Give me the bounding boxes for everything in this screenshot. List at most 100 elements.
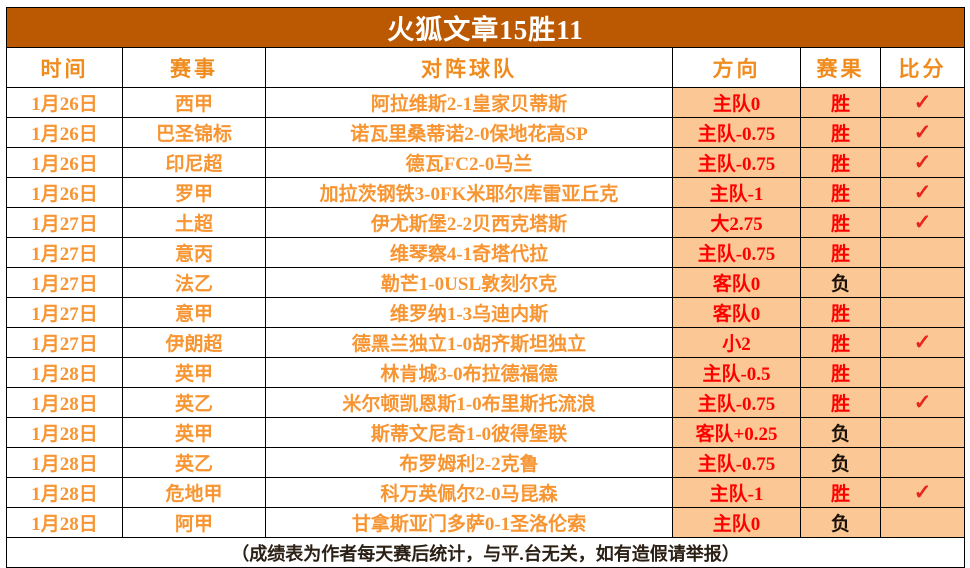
- cell-result: 胜: [800, 207, 881, 238]
- cell-direction: 主队-1: [672, 177, 801, 208]
- cell-match: 布罗姆利2-2克鲁: [265, 447, 673, 478]
- cell-time: 1月28日: [6, 357, 123, 388]
- cell-time: 1月28日: [6, 417, 123, 448]
- cell-match: 斯蒂文尼奇1-0彼得堡联: [265, 417, 673, 448]
- results-table: 火狐文章15胜11 时间 赛事 对阵球队 方向 赛果 比分 1月26日 西甲 阿拉维…: [5, 7, 966, 568]
- column-header-result: 赛果: [800, 47, 881, 88]
- cell-league: 印尼超: [122, 147, 266, 178]
- check-icon: ✓: [879, 147, 966, 178]
- cell-score: [879, 357, 966, 388]
- cell-result: 胜: [800, 357, 881, 388]
- cell-league: 巴圣锦标: [122, 117, 266, 148]
- cell-direction: 主队-0.5: [672, 357, 801, 388]
- cell-direction: 主队0: [672, 507, 801, 538]
- table-body: 火狐文章15胜11 时间 赛事 对阵球队 方向 赛果 比分 1月26日 西甲 阿拉维…: [5, 7, 966, 568]
- cell-time: 1月26日: [6, 117, 123, 148]
- title-row: 火狐文章15胜11: [5, 7, 966, 48]
- cell-match: 勒芒1-0USL敦刻尔克: [265, 267, 673, 298]
- check-icon: ✓: [879, 207, 966, 238]
- cell-direction: 主队-0.75: [672, 387, 801, 418]
- cell-match: 伊尤斯堡2-2贝西克塔斯: [265, 207, 673, 238]
- table-row: 1月28日 英甲 林肯城3-0布拉德福德 主队-0.5 胜: [6, 357, 966, 388]
- cell-result: 胜: [800, 477, 881, 508]
- table-row: 1月27日 土超 伊尤斯堡2-2贝西克塔斯 大2.75 胜 ✓: [6, 207, 966, 238]
- spreadsheet-canvas: 火狐文章15胜11 时间 赛事 对阵球队 方向 赛果 比分 1月26日 西甲 阿拉维…: [0, 7, 970, 568]
- cell-time: 1月26日: [6, 87, 123, 118]
- cell-league: 英乙: [122, 447, 266, 478]
- cell-time: 1月27日: [6, 237, 123, 268]
- cell-direction: 客队+0.25: [672, 417, 801, 448]
- cell-result: 胜: [800, 297, 881, 328]
- cell-league: 英甲: [122, 357, 266, 388]
- table-row: 1月28日 阿甲 甘拿斯亚门多萨0-1圣洛伦索 主队0 负: [6, 507, 966, 538]
- cell-direction: 主队0: [672, 87, 801, 118]
- footer-note-row: （成绩表为作者每天赛后统计，与平.台无关，如有造假请举报）: [5, 537, 966, 568]
- cell-result: 胜: [800, 327, 881, 358]
- column-header-league: 赛事: [122, 47, 266, 88]
- cell-direction: 客队0: [672, 267, 801, 298]
- check-icon: ✓: [879, 327, 966, 358]
- cell-result: 胜: [800, 87, 881, 118]
- cell-result: 负: [800, 447, 881, 478]
- cell-direction: 主队-0.75: [672, 237, 801, 268]
- cell-score: [879, 507, 966, 538]
- cell-league: 罗甲: [122, 177, 266, 208]
- check-icon: ✓: [879, 387, 966, 418]
- column-header-time: 时间: [6, 47, 123, 88]
- table-row: 1月27日 法乙 勒芒1-0USL敦刻尔克 客队0 负: [6, 267, 966, 298]
- table-row: 1月27日 伊朗超 德黑兰独立1-0胡齐斯坦独立 小2 胜 ✓: [6, 327, 966, 358]
- cell-score: [879, 447, 966, 478]
- cell-league: 西甲: [122, 87, 266, 118]
- cell-league: 伊朗超: [122, 327, 266, 358]
- cell-time: 1月27日: [6, 327, 123, 358]
- cell-time: 1月26日: [6, 177, 123, 208]
- table-row: 1月26日 罗甲 加拉茨钢铁3-0FK米耶尔库雷亚丘克 主队-1 胜 ✓: [6, 177, 966, 208]
- table-row: 1月28日 英乙 布罗姆利2-2克鲁 主队-0.75 负: [6, 447, 966, 478]
- page-title: 火狐文章15胜11: [5, 7, 966, 48]
- cell-league: 英甲: [122, 417, 266, 448]
- table-row: 1月26日 西甲 阿拉维斯2-1皇家贝蒂斯 主队0 胜 ✓: [6, 87, 966, 118]
- column-header-match: 对阵球队: [265, 47, 673, 88]
- cell-time: 1月27日: [6, 207, 123, 238]
- cell-match: 科万英佩尔2-0马昆森: [265, 477, 673, 508]
- cell-direction: 小2: [672, 327, 801, 358]
- table-row: 1月27日 意丙 维琴察4-1奇塔代拉 主队-0.75 胜: [6, 237, 966, 268]
- cell-match: 甘拿斯亚门多萨0-1圣洛伦索: [265, 507, 673, 538]
- cell-time: 1月28日: [6, 447, 123, 478]
- cell-league: 英乙: [122, 387, 266, 418]
- table-row: 1月28日 英甲 斯蒂文尼奇1-0彼得堡联 客队+0.25 负: [6, 417, 966, 448]
- cell-match: 德瓦FC2-0马兰: [265, 147, 673, 178]
- cell-score: [879, 297, 966, 328]
- check-icon: ✓: [879, 477, 966, 508]
- table-row: 1月26日 巴圣锦标 诺瓦里桑蒂诺2-0保地花高SP 主队-0.75 胜 ✓: [6, 117, 966, 148]
- cell-direction: 客队0: [672, 297, 801, 328]
- cell-league: 阿甲: [122, 507, 266, 538]
- cell-result: 胜: [800, 177, 881, 208]
- cell-direction: 主队-0.75: [672, 117, 801, 148]
- cell-league: 意甲: [122, 297, 266, 328]
- cell-time: 1月28日: [6, 477, 123, 508]
- cell-time: 1月27日: [6, 297, 123, 328]
- cell-score: [879, 267, 966, 298]
- cell-match: 德黑兰独立1-0胡齐斯坦独立: [265, 327, 673, 358]
- table-row: 1月28日 英乙 米尔顿凯恩斯1-0布里斯托流浪 主队-0.75 胜 ✓: [6, 387, 966, 418]
- table-row: 1月26日 印尼超 德瓦FC2-0马兰 主队-0.75 胜 ✓: [6, 147, 966, 178]
- cell-match: 加拉茨钢铁3-0FK米耶尔库雷亚丘克: [265, 177, 673, 208]
- cell-result: 胜: [800, 147, 881, 178]
- column-header-direction: 方向: [672, 47, 801, 88]
- cell-match: 米尔顿凯恩斯1-0布里斯托流浪: [265, 387, 673, 418]
- cell-time: 1月28日: [6, 387, 123, 418]
- cell-time: 1月26日: [6, 147, 123, 178]
- footer-note: （成绩表为作者每天赛后统计，与平.台无关，如有造假请举报）: [5, 537, 966, 568]
- cell-result: 负: [800, 267, 881, 298]
- cell-match: 阿拉维斯2-1皇家贝蒂斯: [265, 87, 673, 118]
- cell-direction: 主队-0.75: [672, 147, 801, 178]
- cell-time: 1月28日: [6, 507, 123, 538]
- cell-league: 意丙: [122, 237, 266, 268]
- cell-league: 土超: [122, 207, 266, 238]
- cell-match: 林肯城3-0布拉德福德: [265, 357, 673, 388]
- check-icon: ✓: [879, 117, 966, 148]
- cell-direction: 主队-1: [672, 477, 801, 508]
- table-row: 1月28日 危地甲 科万英佩尔2-0马昆森 主队-1 胜 ✓: [6, 477, 966, 508]
- cell-time: 1月27日: [6, 267, 123, 298]
